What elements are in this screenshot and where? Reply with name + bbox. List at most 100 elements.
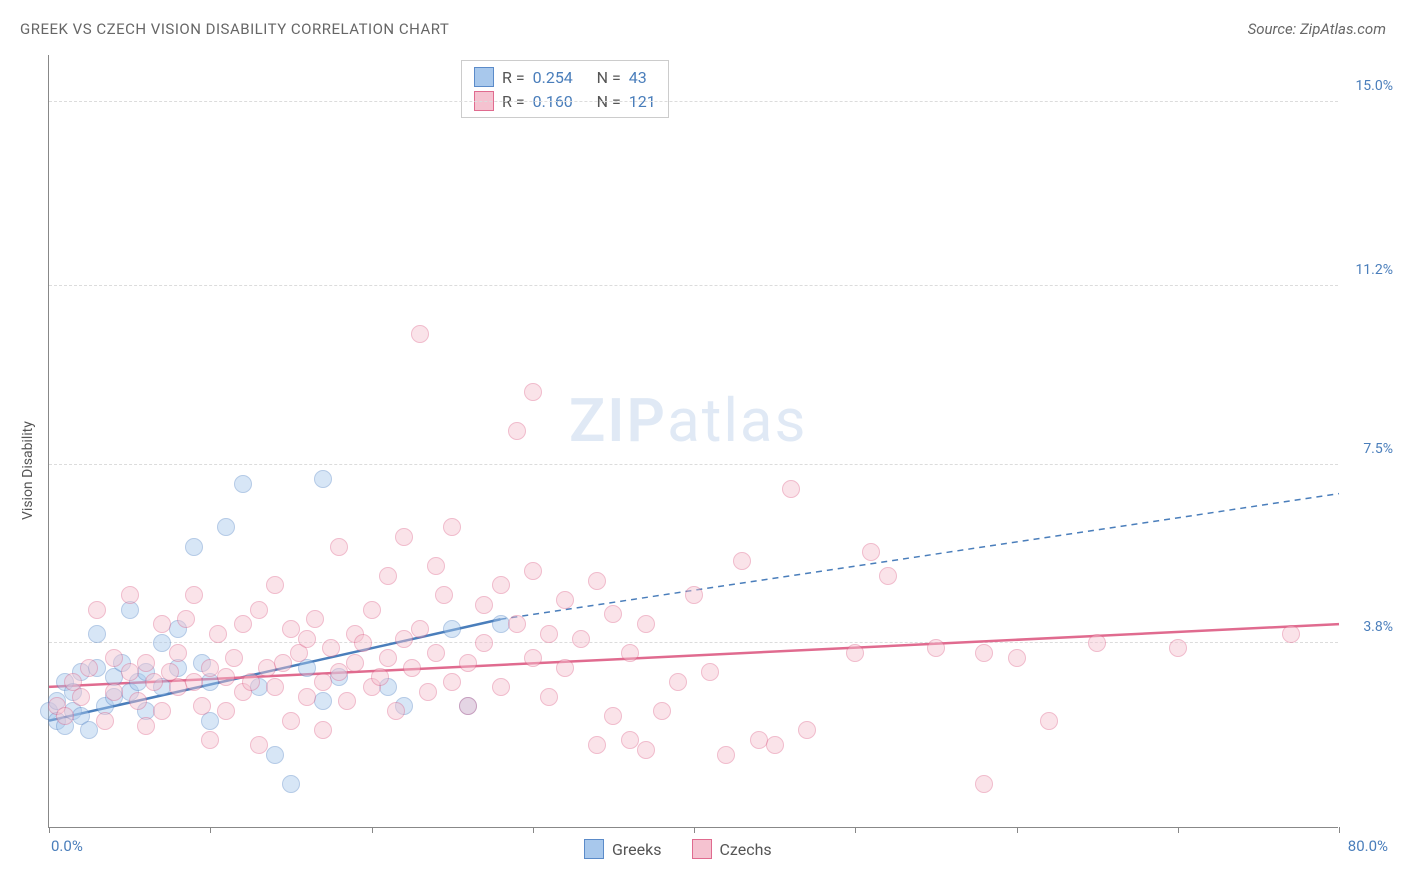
data-point — [637, 741, 655, 759]
y-tick-label: 3.8% — [1363, 619, 1393, 635]
data-point — [588, 572, 606, 590]
data-point — [621, 731, 639, 749]
data-point — [1282, 625, 1300, 643]
x-tick — [694, 827, 695, 833]
data-point — [88, 625, 106, 643]
data-point — [354, 634, 372, 652]
data-point — [862, 543, 880, 561]
data-point — [975, 644, 993, 662]
data-point — [540, 625, 558, 643]
data-point — [492, 678, 510, 696]
data-point — [508, 615, 526, 633]
data-point — [250, 601, 268, 619]
data-point — [604, 605, 622, 623]
data-point — [330, 663, 348, 681]
data-point — [153, 702, 171, 720]
data-point — [250, 736, 268, 754]
data-point — [185, 586, 203, 604]
data-point — [153, 634, 171, 652]
data-point — [524, 383, 542, 401]
x-tick — [1339, 827, 1340, 833]
data-point — [621, 644, 639, 662]
data-point — [80, 659, 98, 677]
data-point — [371, 668, 389, 686]
data-point — [637, 615, 655, 633]
data-point — [56, 707, 74, 725]
data-point — [443, 673, 461, 691]
y-tick-label: 15.0% — [1355, 78, 1393, 94]
data-point — [209, 625, 227, 643]
data-point — [314, 470, 332, 488]
data-point — [459, 697, 477, 715]
data-point — [88, 601, 106, 619]
data-point — [556, 591, 574, 609]
legend-series: GreeksCzechs — [584, 839, 772, 859]
data-point — [282, 775, 300, 793]
data-point — [298, 688, 316, 706]
data-point — [242, 673, 260, 691]
data-point — [266, 576, 284, 594]
data-point — [234, 615, 252, 633]
data-point — [1169, 639, 1187, 657]
data-point — [201, 659, 219, 677]
data-point — [846, 644, 864, 662]
data-point — [766, 736, 784, 754]
data-point — [177, 610, 195, 628]
data-point — [395, 528, 413, 546]
data-point — [80, 721, 98, 739]
data-point — [427, 557, 445, 575]
data-point — [185, 673, 203, 691]
data-point — [395, 630, 413, 648]
data-point — [524, 649, 542, 667]
data-point — [137, 717, 155, 735]
data-point — [459, 654, 477, 672]
data-point — [411, 620, 429, 638]
legend-swatch — [584, 839, 604, 859]
data-point — [701, 663, 719, 681]
data-point — [653, 702, 671, 720]
data-point — [96, 712, 114, 730]
data-point — [282, 712, 300, 730]
data-point — [314, 692, 332, 710]
data-point — [717, 746, 735, 764]
y-tick-label: 11.2% — [1355, 262, 1393, 278]
x-tick — [1017, 827, 1018, 833]
data-point — [266, 746, 284, 764]
data-point — [105, 683, 123, 701]
data-point — [105, 649, 123, 667]
data-point — [798, 721, 816, 739]
y-axis-label: Vision Disability — [20, 421, 36, 520]
legend-label: Czechs — [720, 840, 772, 859]
data-point — [306, 610, 324, 628]
data-point — [322, 639, 340, 657]
data-point — [314, 673, 332, 691]
x-tick — [372, 827, 373, 833]
data-point — [145, 673, 163, 691]
data-point — [298, 630, 316, 648]
data-point — [403, 659, 421, 677]
legend-item: Czechs — [692, 839, 772, 859]
data-point — [443, 620, 461, 638]
source-attribution: Source: ZipAtlas.com — [1248, 20, 1386, 38]
data-point — [121, 586, 139, 604]
trend-lines — [49, 54, 1339, 827]
data-point — [201, 731, 219, 749]
data-point — [274, 654, 292, 672]
data-point — [475, 596, 493, 614]
data-point — [363, 601, 381, 619]
data-point — [975, 775, 993, 793]
data-point — [153, 615, 171, 633]
data-point — [927, 639, 945, 657]
data-point — [556, 659, 574, 677]
data-point — [443, 518, 461, 536]
data-point — [121, 663, 139, 681]
data-point — [524, 562, 542, 580]
legend-swatch — [692, 839, 712, 859]
data-point — [217, 702, 235, 720]
x-axis-max-label: 80.0% — [1348, 837, 1388, 855]
data-point — [72, 688, 90, 706]
data-point — [435, 586, 453, 604]
chart-title: GREEK VS CZECH VISION DISABILITY CORRELA… — [20, 20, 449, 38]
data-point — [419, 683, 437, 701]
data-point — [685, 586, 703, 604]
